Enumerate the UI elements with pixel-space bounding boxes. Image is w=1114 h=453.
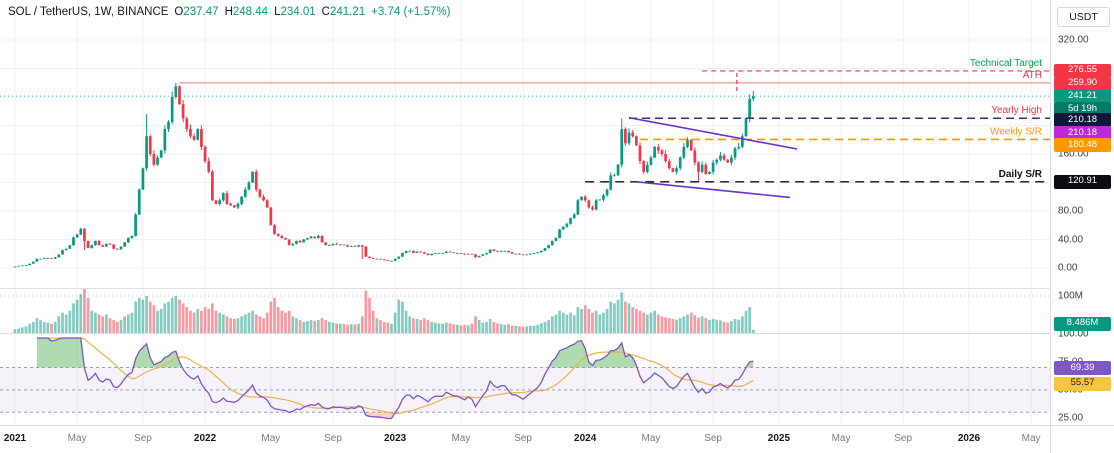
high-value: 248.44 [232, 6, 269, 18]
symbol-title[interactable]: SOL / TetherUS, 1W, BINANCE [8, 6, 169, 18]
time-axis-label[interactable]: Sep [514, 433, 532, 444]
axis-tick-label: 100.00 [1058, 328, 1089, 340]
time-axis[interactable]: 2021 May Sep 2022 May Sep 2023 May Sep 2024 May Sep… [0, 425, 1050, 453]
time-axis-label[interactable]: May [451, 433, 471, 444]
price-axis-badge: 120.91 [1054, 174, 1111, 189]
open-value: 237.47 [183, 6, 219, 18]
volume-series [13, 288, 755, 333]
price-axis-badge: 210.18 [1054, 126, 1111, 141]
time-axis-label[interactable]: May [67, 433, 87, 444]
line-label: Weekly S/R [990, 126, 1042, 137]
axis-tick-label: 100M [1058, 290, 1084, 302]
price-axis-badge: 276.55 [1054, 63, 1111, 78]
axis-tick-label: 160.00 [1058, 148, 1089, 160]
open-label: O [174, 6, 184, 18]
currency-toggle-button[interactable]: USDT [1057, 7, 1110, 27]
axis-tick-label: 320.00 [1058, 34, 1089, 46]
low-label: L [274, 6, 281, 18]
time-axis-label[interactable]: May [1021, 433, 1041, 444]
time-axis-label[interactable]: Sep [134, 433, 152, 444]
price-axis-badge: 210.18 [1054, 113, 1111, 128]
line-label: Technical Target [970, 58, 1042, 69]
axis-tick-label: 40.00 [1058, 234, 1084, 245]
symbol-legend: SOL / TetherUS, 1W, BINANCE O237.47 H248.4… [8, 6, 450, 18]
price-axis-badge: 55.57 [1054, 376, 1111, 391]
time-axis-label[interactable]: Sep [324, 433, 342, 444]
rsi-band [0, 367, 1050, 413]
candlestick-series [13, 82, 755, 268]
axis-tick-label: 25.00 [1058, 412, 1084, 424]
close-label: C [321, 6, 330, 18]
pane-separator-volume-rsi[interactable] [0, 333, 1114, 334]
axis-tick-label: 0.00 [1058, 262, 1078, 274]
axis-corner [1050, 425, 1114, 453]
rsi-oversold-fill [288, 412, 396, 419]
price-axis-badge: 180.48 [1054, 138, 1111, 153]
pane-separator-price-volume[interactable] [0, 288, 1114, 289]
gridlines [0, 0, 1050, 425]
price-axis[interactable]: USDT 320.00 160.00 80.00 40.00 0.00 100M 100.0… [1050, 0, 1114, 425]
time-axis-label[interactable]: 2025 [767, 433, 791, 444]
time-axis-label[interactable]: 2023 [383, 433, 407, 444]
rsi-line [36, 337, 754, 420]
high-label: H [224, 6, 233, 18]
time-axis-label[interactable]: Sep [704, 433, 722, 444]
close-value: 241.21 [329, 6, 366, 18]
time-axis-label[interactable]: 2026 [957, 433, 981, 444]
time-axis-label[interactable]: May [831, 433, 851, 444]
rsi-overbought-fill [36, 338, 754, 368]
price-axis-badge: 259.90 [1054, 76, 1111, 91]
axis-tick-label: 80.00 [1058, 205, 1084, 217]
change-value: +3.74 (+1.57%) [371, 6, 451, 18]
rsi-indicator [36, 337, 754, 420]
time-axis-label[interactable]: May [261, 433, 281, 444]
time-axis-label[interactable]: 2021 [3, 433, 27, 444]
line-label: Daily S/R [999, 169, 1043, 180]
price-axis-badge: 241.21 [1054, 89, 1111, 104]
time-axis-label[interactable]: 2022 [193, 433, 217, 444]
rsi-ma-line [47, 337, 754, 415]
price-axis-badge: 8.486M [1054, 316, 1111, 331]
wedge-upper-trendline[interactable] [628, 116, 798, 150]
price-axis-badge: 5d 19h [1054, 102, 1111, 117]
low-value: 234.01 [280, 6, 316, 18]
time-axis-label[interactable]: 2024 [574, 433, 597, 444]
wedge-lower-trendline[interactable] [636, 180, 790, 199]
time-axis-label[interactable]: May [641, 433, 661, 444]
price-axis-badge: 69.39 [1054, 361, 1111, 376]
line-label: Yearly High [991, 105, 1042, 116]
time-axis-label[interactable]: Sep [894, 433, 913, 444]
line-label: ATH [1023, 70, 1042, 81]
